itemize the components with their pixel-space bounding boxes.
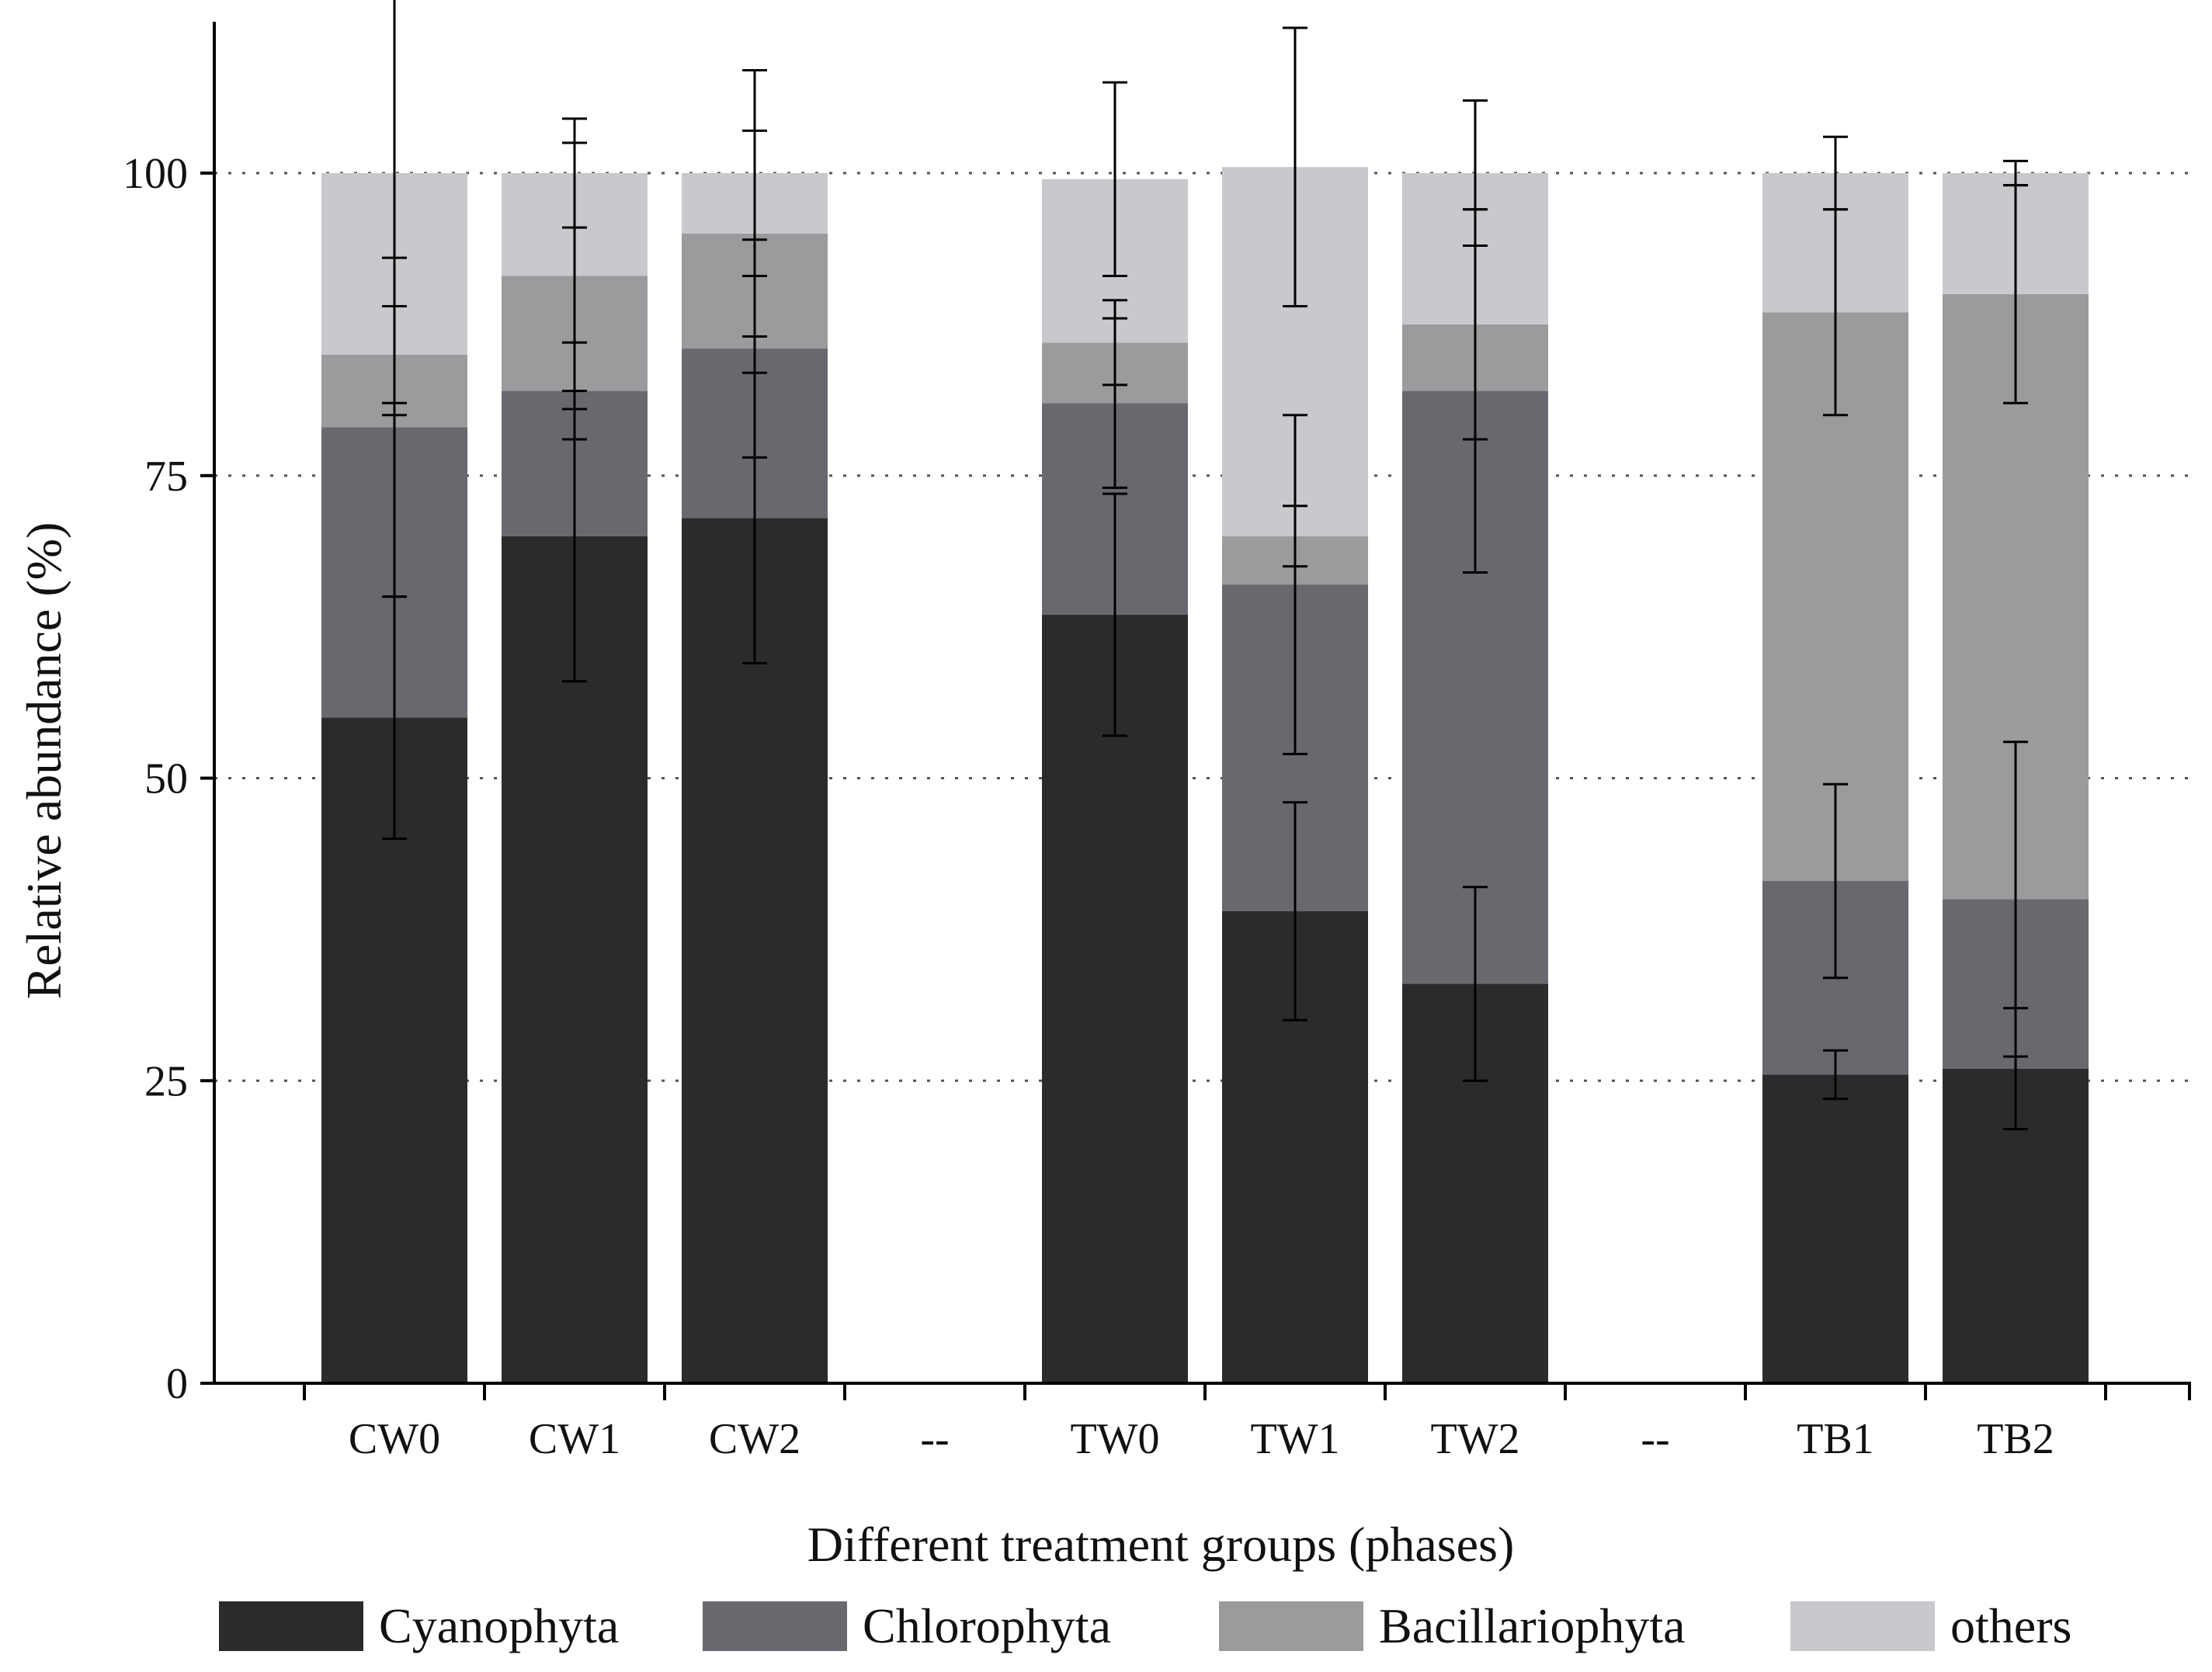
error-bar-TW1-others [1283,26,1307,307]
legend-item-others: others [1790,1598,2071,1653]
error-bar-TB2-others [2003,159,2028,187]
legend-swatch-Cyanophyta [219,1601,363,1651]
y-axis-title: Relative abundance (%) [16,522,71,1000]
x-tick-label-4: TW0 [1070,1415,1159,1463]
error-bars [382,0,2028,1131]
legend-item-Bacillariophyta: Bacillariophyta [1219,1598,1686,1653]
error-bar-CW1-others [562,117,587,229]
error-bar-TB1-Cyanophyta [1823,1049,1848,1101]
error-bar-TW0-others [1103,81,1127,278]
bars [321,167,2089,1384]
y-tick-label-0: 0 [166,1360,188,1408]
error-bar-TB2-Chlorophyta [2003,741,2028,1058]
y-tick-label-25: 25 [144,1057,188,1105]
error-bar-TW2-others [1463,99,1488,248]
bar-TW0-Cyanophyta [1042,615,1188,1383]
x-tick-label-8: TB1 [1797,1415,1874,1463]
legend-item-Chlorophyta: Chlorophyta [703,1598,1111,1653]
error-bar-TB1-others [1823,135,1848,211]
legend-swatch-Bacillariophyta [1219,1601,1363,1651]
error-bar-CW0-others [382,0,407,417]
y-tick-label-50: 50 [144,755,188,803]
error-bar-TW1-Cyanophyta [1283,801,1307,1022]
y-tick-label-75: 75 [144,453,188,501]
error-bar-TW2-Cyanophyta [1463,886,1488,1082]
x-tick-label-6: TW2 [1430,1415,1519,1463]
x-tick-label-3: -- [920,1415,949,1463]
tick-labels: 0 25 50 75 100 CW0 CW1 CW2 -- TW0 TW1 TW2 -- TB1 TB2 [123,150,2054,1463]
x-tick-label-0: CW0 [349,1415,440,1463]
x-tick-label-9: TB2 [1977,1415,2054,1463]
error-bar-CW2-others [742,68,767,278]
legend-swatch-others [1790,1601,1935,1651]
axes [200,22,2191,1400]
error-bar-TW1-Chlorophyta [1283,414,1307,755]
error-bar-TB1-Chlorophyta [1823,782,1848,980]
legend-swatch-Chlorophyta [703,1601,847,1651]
legend-label-Cyanophyta: Cyanophyta [379,1598,619,1653]
error-bar-TW1-Bacillariophyta [1283,505,1307,568]
error-bar-TW0-Cyanophyta [1103,492,1127,737]
y-tick-label-100: 100 [123,150,188,198]
x-axis-title: Different treatment groups (phases) [807,1517,1515,1572]
legend-label-Chlorophyta: Chlorophyta [863,1598,1111,1653]
x-tick-label-2: CW2 [709,1415,800,1463]
x-tick-label-1: CW1 [529,1415,620,1463]
legend: Cyanophyta Chlorophyta Bacillariophyta othe… [219,1598,2071,1653]
legend-item-Cyanophyta: Cyanophyta [219,1598,619,1653]
legend-label-Bacillariophyta: Bacillariophyta [1379,1598,1686,1653]
bar-TB1-Cyanophyta [1762,1074,1908,1383]
error-bar-TW0-Bacillariophyta [1103,299,1127,387]
legend-label-others: others [1950,1598,2071,1653]
x-tick-label-5: TW1 [1250,1415,1339,1463]
x-tick-label-7: -- [1641,1415,1669,1463]
